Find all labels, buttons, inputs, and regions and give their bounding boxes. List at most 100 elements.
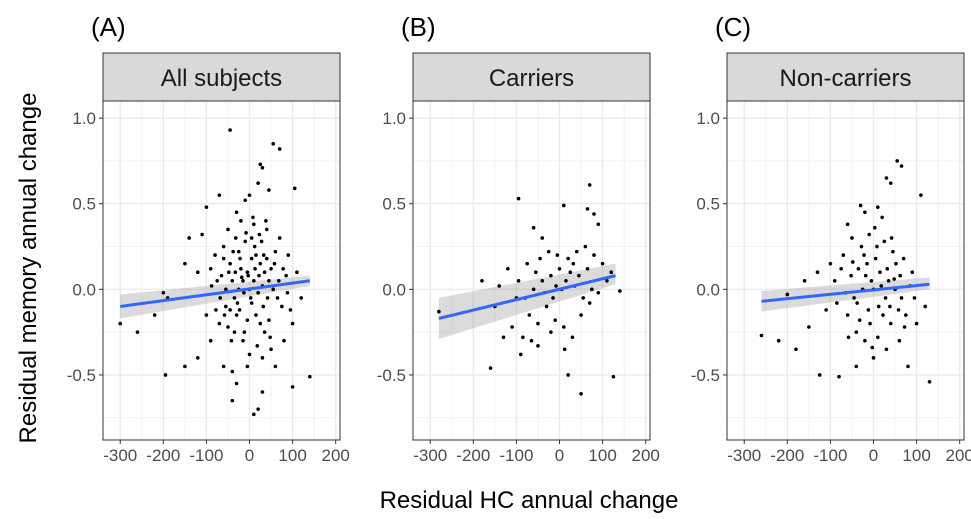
data-point xyxy=(271,142,276,146)
data-point xyxy=(555,253,560,257)
data-point xyxy=(281,266,285,271)
x-tick-label: 100 xyxy=(278,446,306,465)
data-point xyxy=(265,296,270,300)
data-point xyxy=(516,196,521,201)
data-point xyxy=(544,304,549,309)
data-point xyxy=(267,318,271,322)
data-point xyxy=(284,273,288,278)
data-point xyxy=(231,249,235,254)
data-point xyxy=(236,249,241,254)
data-point xyxy=(531,287,536,292)
data-point xyxy=(260,165,265,170)
data-point xyxy=(883,296,888,300)
data-point xyxy=(592,212,596,216)
data-point xyxy=(221,364,226,369)
data-point xyxy=(277,236,282,240)
data-point xyxy=(228,261,232,266)
data-point xyxy=(835,301,839,305)
data-point xyxy=(596,222,601,227)
data-point xyxy=(554,284,558,288)
strip-header xyxy=(412,52,651,102)
x-tick-label: 0 xyxy=(869,446,878,465)
data-point xyxy=(562,347,567,352)
data-point xyxy=(271,287,276,292)
data-point xyxy=(886,278,891,283)
data-point xyxy=(889,236,894,240)
data-point xyxy=(850,236,854,240)
data-point xyxy=(571,261,576,266)
y-tick-label: 1.0 xyxy=(696,109,720,128)
y-tick-label: 0.5 xyxy=(72,195,96,214)
data-point xyxy=(245,318,250,322)
data-point xyxy=(230,369,235,374)
data-point xyxy=(879,284,884,288)
data-point xyxy=(221,244,226,249)
data-point xyxy=(269,347,273,352)
data-point xyxy=(776,338,781,343)
panel-border xyxy=(726,100,965,441)
data-point xyxy=(238,256,242,261)
x-tick-label: -300 xyxy=(413,446,447,465)
data-point xyxy=(553,318,557,322)
data-point xyxy=(221,256,226,261)
data-point xyxy=(255,344,260,348)
data-point xyxy=(497,284,501,288)
data-point xyxy=(249,296,253,300)
data-point xyxy=(437,309,441,314)
data-point xyxy=(536,321,540,326)
data-point xyxy=(854,330,859,334)
data-point xyxy=(841,253,846,257)
data-point xyxy=(546,249,551,254)
data-point xyxy=(267,278,271,283)
data-point xyxy=(888,304,892,309)
data-point xyxy=(280,304,284,309)
data-point xyxy=(898,273,903,278)
data-point xyxy=(878,270,882,275)
data-point xyxy=(876,335,880,340)
data-point xyxy=(290,385,295,389)
data-point xyxy=(587,301,592,305)
data-point xyxy=(527,313,532,317)
data-point xyxy=(845,313,850,317)
data-point xyxy=(858,203,863,208)
data-point xyxy=(566,373,570,377)
data-point xyxy=(230,278,235,283)
data-point xyxy=(264,256,269,261)
data-point xyxy=(828,261,833,266)
data-point xyxy=(135,330,140,334)
y-tick-label: -0.5 xyxy=(67,366,96,385)
panel-a: (A) All subjects -300 -200 -100 0 100 200 -0.5 0.… xyxy=(67,12,350,465)
data-point xyxy=(227,270,231,275)
data-point xyxy=(226,227,230,232)
data-point xyxy=(562,203,566,208)
data-point xyxy=(222,313,227,317)
data-point xyxy=(252,244,257,249)
data-point xyxy=(906,364,910,369)
data-point xyxy=(232,330,237,334)
data-point xyxy=(501,335,506,340)
data-point xyxy=(183,261,187,266)
data-point xyxy=(897,338,902,343)
data-point xyxy=(531,225,536,230)
data-point xyxy=(817,373,822,377)
panel-border xyxy=(102,100,341,441)
data-point xyxy=(247,352,252,357)
data-point xyxy=(256,407,260,411)
data-point xyxy=(516,278,521,283)
data-point xyxy=(849,273,853,278)
data-point xyxy=(863,338,867,343)
data-point xyxy=(252,278,256,283)
data-point xyxy=(894,261,898,266)
x-tick-label: -200 xyxy=(456,446,490,465)
data-point xyxy=(229,338,234,343)
y-tick-label: 0.0 xyxy=(382,280,406,299)
fit-line xyxy=(761,282,930,303)
data-point xyxy=(259,239,264,244)
data-point xyxy=(759,333,764,338)
data-point xyxy=(880,215,884,220)
data-point xyxy=(242,290,246,295)
data-point xyxy=(196,270,200,275)
data-point xyxy=(163,373,168,377)
x-tick-label: -200 xyxy=(770,446,804,465)
data-point xyxy=(233,270,238,275)
